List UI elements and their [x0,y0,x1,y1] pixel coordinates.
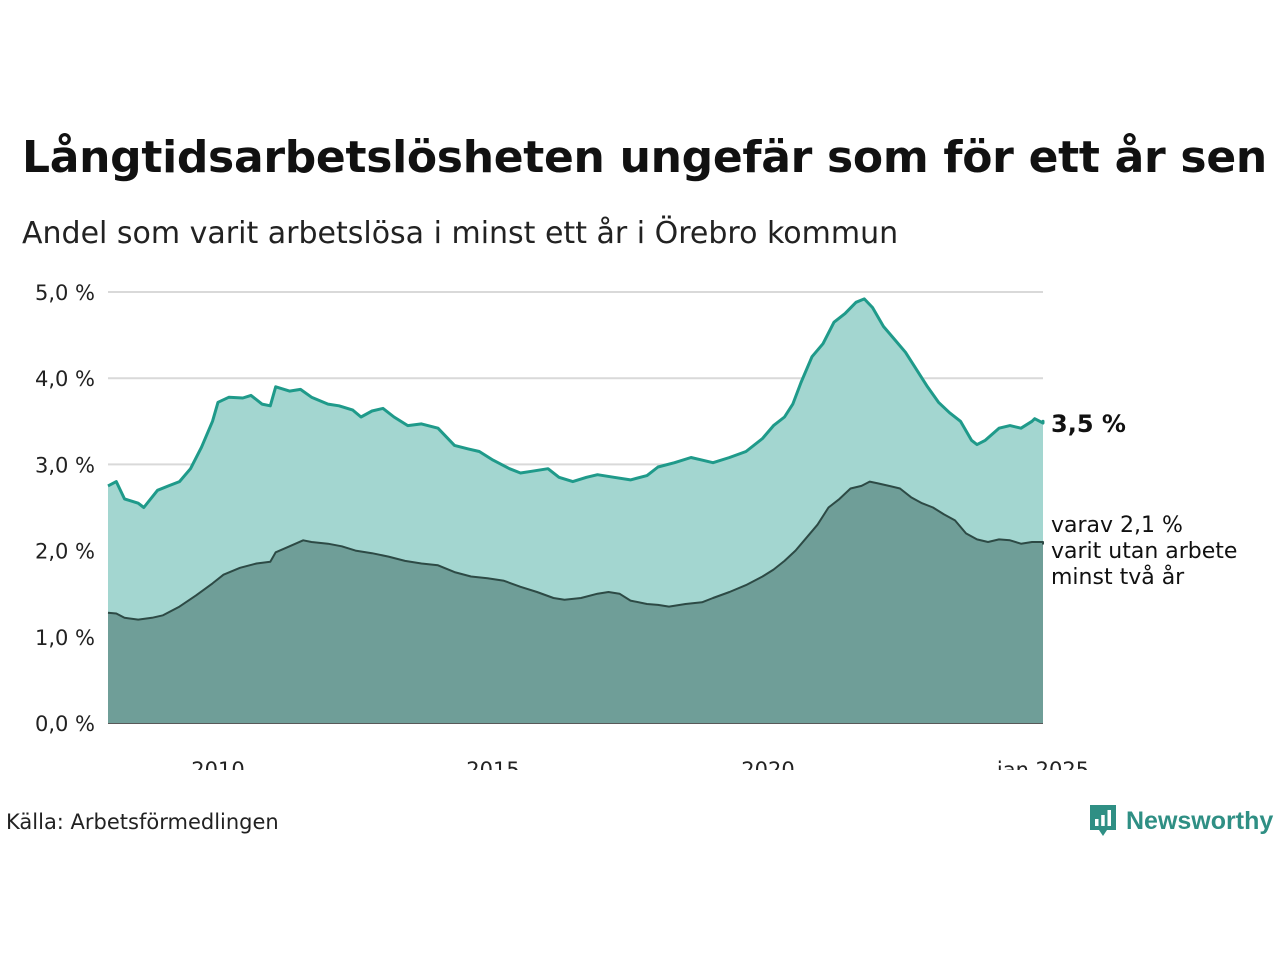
y-axis-ticks: 0,0 % 1,0 % 2,0 % 3,0 % 4,0 % 5,0 % [35,281,95,736]
line-long-term-unemployed [107,480,1044,621]
newsworthy-icon [1090,805,1116,836]
brand-logo: Newsworthy [1088,803,1273,839]
x-tick-label: 2010 [191,758,244,770]
line-total-unemployed [107,297,1045,509]
annotation-last-total: 3,5 % [1051,410,1126,438]
chart-title: Långtidsarbetslösheten ungefär som för e… [22,132,1267,183]
x-tick-label: 2020 [741,758,794,770]
area-chart: 0,0 %1,0 %2,0 %3,0 %4,0 %5,0 % 2010 2015 2… [35,281,1237,770]
y-tick-label: 4,0 % [35,367,95,391]
area-long-term-unemployed [108,481,1043,723]
y-tick-label: 1,0 % [35,626,95,650]
x-tick-label: 2015 [466,758,519,770]
annotation-line: varit utan arbete [1051,539,1237,564]
source-note: Källa: Arbetsförmedlingen [6,810,279,834]
x-tick-label: jan 2025 [996,758,1089,770]
annotation-line: minst två år [1051,564,1185,590]
x-axis-ticks: 2010 2015 2020 jan 2025 [191,758,1089,770]
y-tick-label: 0,0 % [35,712,95,736]
y-tick-label: 3,0 % [35,453,95,477]
brand-name: Newsworthy [1126,806,1274,835]
y-tick-label: 5,0 % [35,281,95,305]
chart-subtitle: Andel som varit arbetslösa i minst ett å… [22,216,899,251]
annotation-line: varav 2,1 % [1051,513,1183,538]
y-tick-label: 2,0 % [35,540,95,564]
